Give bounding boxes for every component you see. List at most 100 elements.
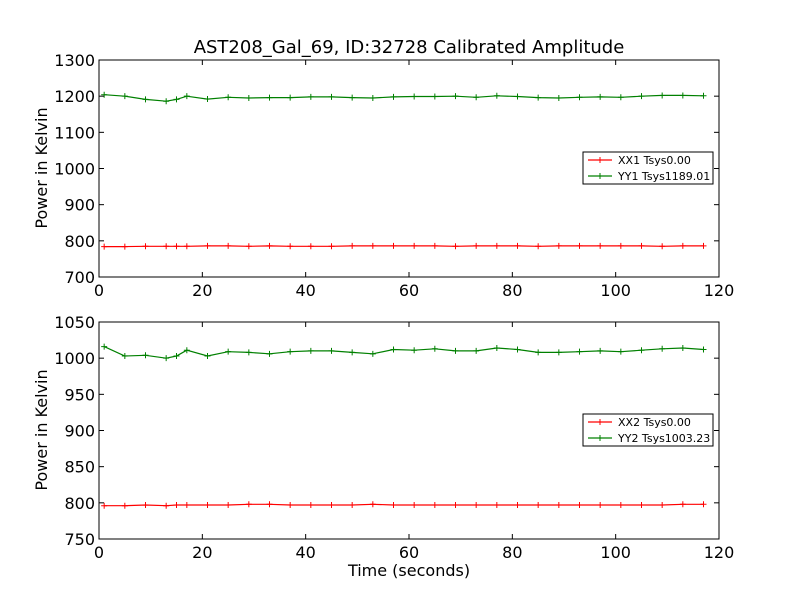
data-point <box>638 93 645 100</box>
data-point <box>659 243 666 250</box>
data-point <box>349 502 356 509</box>
data-point <box>349 242 356 249</box>
data-point <box>679 242 686 249</box>
data-point <box>183 502 190 509</box>
data-point <box>473 242 480 249</box>
data-point <box>638 502 645 509</box>
y-tick-label: 1200 <box>54 87 95 106</box>
data-point <box>121 93 128 100</box>
data-point <box>700 242 707 249</box>
data-point <box>452 502 459 509</box>
data-point <box>597 347 604 354</box>
data-point <box>328 93 335 100</box>
data-point <box>514 502 521 509</box>
y-tick-label: 700 <box>64 268 95 287</box>
data-point <box>659 92 666 99</box>
data-point <box>173 502 180 509</box>
x-tick-label: 80 <box>502 281 522 300</box>
x-tick-label: 0 <box>94 543 104 562</box>
data-point <box>576 348 583 355</box>
data-point <box>679 345 686 352</box>
data-point <box>121 352 128 359</box>
data-point <box>452 347 459 354</box>
data-point <box>328 243 335 250</box>
data-point <box>307 93 314 100</box>
data-point <box>555 349 562 356</box>
data-point <box>204 502 211 509</box>
data-point <box>204 242 211 249</box>
data-point <box>266 350 273 357</box>
legend-label: YY1 Tsys1189.01 <box>617 170 710 183</box>
data-point <box>700 92 707 99</box>
x-tick-label: 60 <box>399 543 419 562</box>
series-line-1 <box>104 94 704 102</box>
x-tick-label: 120 <box>704 543 735 562</box>
data-point <box>452 93 459 100</box>
data-point <box>679 501 686 508</box>
data-point <box>617 502 624 509</box>
data-point <box>307 243 314 250</box>
y-tick-label: 800 <box>64 494 95 513</box>
series-line-1 <box>103 346 704 359</box>
data-point <box>514 93 521 100</box>
data-point <box>183 347 190 354</box>
data-point <box>225 242 232 249</box>
y-tick-label: 1000 <box>54 160 95 179</box>
data-point <box>431 345 438 352</box>
data-point <box>390 346 397 353</box>
chart-title: AST208_Gal_69, ID:32728 Calibrated Ampli… <box>194 37 625 58</box>
data-point <box>266 242 273 249</box>
y-tick-label: 850 <box>64 458 95 477</box>
data-point <box>183 243 190 250</box>
data-point <box>101 343 108 350</box>
series-line-0 <box>104 245 704 248</box>
data-point <box>225 502 232 509</box>
data-point <box>597 502 604 509</box>
data-point <box>535 349 542 356</box>
x-tick-label: 100 <box>600 281 631 300</box>
y-tick-label: 900 <box>64 196 95 215</box>
data-point <box>411 242 418 249</box>
data-point <box>121 502 128 509</box>
data-point <box>142 243 149 250</box>
data-point <box>638 242 645 249</box>
data-point <box>225 348 232 355</box>
data-point <box>514 242 521 249</box>
data-point <box>328 347 335 354</box>
data-point <box>245 94 252 101</box>
data-point <box>142 352 149 359</box>
data-point <box>493 345 500 352</box>
data-point <box>101 91 108 98</box>
data-point <box>328 502 335 509</box>
data-point <box>349 349 356 356</box>
data-point <box>576 94 583 101</box>
x-tick-label: 60 <box>399 281 419 300</box>
data-point <box>163 243 170 250</box>
y-tick-label: 750 <box>64 530 95 549</box>
data-point <box>411 347 418 354</box>
data-point <box>473 502 480 509</box>
legend-swatch-marker <box>597 157 603 163</box>
data-point <box>121 243 128 250</box>
data-point <box>597 93 604 100</box>
data-point <box>431 93 438 100</box>
data-point <box>266 94 273 101</box>
legend-swatch-marker <box>597 435 603 441</box>
data-point <box>307 502 314 509</box>
legend-label: XX1 Tsys0.00 <box>618 154 691 167</box>
data-point <box>101 502 108 509</box>
data-point <box>493 92 500 99</box>
data-point <box>287 348 294 355</box>
data-point <box>245 243 252 250</box>
bottom-chart-ylabel: Power in Kelvin <box>32 369 51 490</box>
data-point <box>287 94 294 101</box>
data-point <box>473 347 480 354</box>
data-point <box>204 352 211 359</box>
data-point <box>535 94 542 101</box>
data-point <box>411 93 418 100</box>
data-point <box>101 243 108 250</box>
data-point <box>452 243 459 250</box>
x-axis-label: Time (seconds) <box>347 561 470 580</box>
data-point <box>700 501 707 508</box>
